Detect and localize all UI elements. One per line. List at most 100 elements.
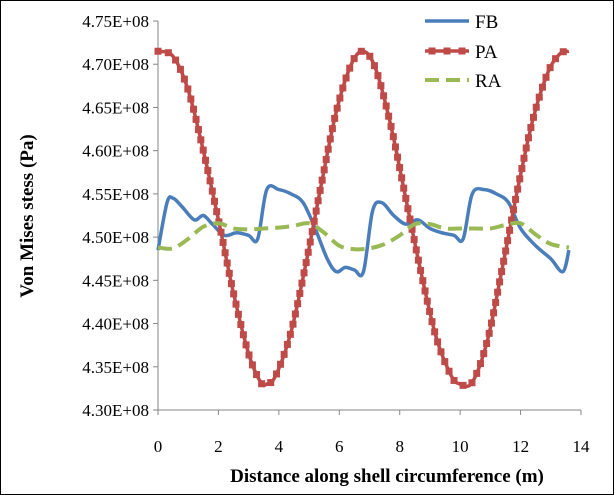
series-marker-pa — [357, 47, 365, 55]
series-marker-pa — [164, 49, 172, 57]
legend-label-pa: PA — [475, 42, 498, 63]
series-marker-pa — [426, 307, 434, 315]
series-marker-pa — [342, 74, 350, 82]
series-marker-pa — [366, 52, 374, 60]
series-marker-pa — [239, 331, 247, 339]
series-marker-pa — [391, 143, 399, 151]
series-marker-pa — [219, 238, 227, 246]
series-marker-pa — [328, 125, 336, 133]
series-marker-pa — [230, 290, 238, 298]
series-marker-pa — [197, 136, 205, 144]
series-marker-pa — [154, 47, 162, 55]
series-line-fb — [156, 184, 571, 278]
series-marker-pa — [382, 102, 390, 110]
series-marker-pa — [412, 246, 420, 254]
series-marker-pa — [421, 287, 429, 295]
legend-marker-pa — [443, 47, 451, 55]
series-marker-pa — [552, 55, 560, 63]
series-marker-pa — [512, 195, 520, 203]
series-marker-pa — [437, 348, 445, 356]
series-marker-pa — [213, 208, 221, 216]
series-marker-pa — [445, 367, 453, 375]
series-marker-pa — [172, 56, 180, 64]
series-marker-pa — [385, 112, 393, 120]
series-marker-pa — [468, 379, 476, 387]
series-line-ra — [157, 220, 570, 252]
series-marker-pa — [227, 280, 235, 288]
series-marker-pa — [302, 259, 310, 267]
x-axis-tick-labels: 0 2 4 6 8 10 12 14 — [154, 410, 590, 456]
legend-label-ra: RA — [475, 71, 502, 92]
series-marker-pa — [529, 113, 537, 121]
series-marker-pa — [487, 319, 495, 327]
series-marker-pa — [518, 165, 526, 173]
series-marker-pa — [400, 184, 408, 192]
series-marker-pa — [176, 65, 184, 73]
series-marker-pa — [408, 225, 416, 233]
y-tick-label: 4.65E+08 — [82, 98, 149, 117]
series-marker-pa — [199, 146, 207, 154]
x-tick-label: 2 — [214, 437, 223, 456]
series-marker-pa — [221, 249, 229, 257]
legend: FB PA RA — [425, 12, 502, 92]
series-marker-pa — [294, 300, 302, 308]
y-axis-title: Von Mises stess (Pa) — [17, 134, 38, 297]
series-marker-pa — [204, 167, 212, 175]
series-marker-pa — [192, 115, 200, 123]
series-marker-pa — [417, 266, 425, 274]
series-marker-pa — [394, 153, 402, 161]
x-tick-label: 4 — [275, 437, 284, 456]
series-marker-pa — [223, 259, 231, 267]
x-tick-label: 0 — [154, 437, 163, 456]
series-marker-pa — [211, 197, 219, 205]
series-marker-pa — [459, 381, 467, 389]
series-marker-pa — [289, 320, 297, 328]
series-marker-pa — [423, 297, 431, 305]
series-marker-pa — [441, 358, 449, 366]
series-marker-pa — [258, 380, 266, 388]
series-marker-pa — [190, 105, 198, 113]
series-fb — [156, 184, 571, 278]
series-pa — [154, 47, 570, 389]
series-marker-pa — [306, 238, 314, 246]
series-marker-pa — [494, 288, 502, 296]
series-marker-pa — [410, 236, 418, 244]
x-tick-label: 12 — [512, 437, 529, 456]
series-marker-pa — [492, 298, 500, 306]
series-layer — [154, 47, 571, 389]
series-marker-pa — [291, 310, 299, 318]
y-tick-label: 4.30E+08 — [82, 401, 149, 420]
series-marker-pa — [414, 256, 422, 264]
series-marker-pa — [506, 226, 514, 234]
series-marker-pa — [194, 126, 202, 134]
series-marker-pa — [184, 85, 192, 93]
series-marker-pa — [535, 93, 543, 101]
series-marker-pa — [546, 64, 554, 72]
x-tick-label: 6 — [335, 437, 344, 456]
legend-label-fb: FB — [475, 12, 498, 33]
series-marker-pa — [237, 321, 245, 329]
series-marker-pa — [485, 329, 493, 337]
series-marker-pa — [473, 369, 481, 377]
y-axis-tick-labels: 4.30E+08 4.35E+08 4.40E+08 4.45E+08 4.50E+08… — [82, 12, 158, 420]
series-marker-pa — [331, 114, 339, 122]
series-ra — [157, 220, 570, 252]
legend-marker-pa — [458, 47, 466, 55]
series-marker-pa — [428, 318, 436, 326]
series-marker-pa — [496, 278, 504, 286]
series-marker-pa — [406, 215, 414, 223]
y-tick-label: 4.45E+08 — [82, 271, 149, 290]
series-marker-pa — [380, 92, 388, 100]
series-marker-pa — [320, 166, 328, 174]
series-marker-pa — [300, 269, 308, 277]
series-marker-pa — [286, 330, 294, 338]
x-axis-title: Distance along shell circumference (m) — [230, 466, 544, 487]
series-marker-pa — [283, 340, 291, 348]
series-marker-pa — [208, 187, 216, 195]
series-marker-pa — [298, 279, 306, 287]
series-marker-pa — [374, 72, 382, 80]
series-marker-pa — [404, 205, 412, 213]
series-marker-pa — [322, 156, 330, 164]
series-marker-pa — [308, 228, 316, 236]
series-marker-pa — [346, 64, 354, 72]
